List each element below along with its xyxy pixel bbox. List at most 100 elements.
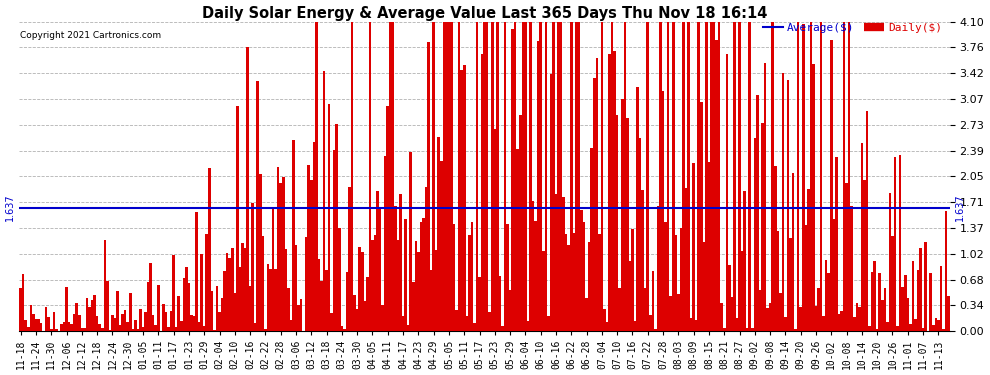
- Bar: [206, 234, 208, 331]
- Bar: [756, 95, 758, 331]
- Bar: [159, 330, 162, 331]
- Bar: [96, 316, 98, 331]
- Bar: [629, 261, 632, 331]
- Bar: [261, 236, 264, 331]
- Bar: [598, 234, 601, 331]
- Bar: [170, 310, 172, 331]
- Bar: [323, 71, 326, 331]
- Bar: [514, 22, 517, 331]
- Bar: [909, 324, 912, 331]
- Bar: [226, 254, 229, 331]
- Bar: [682, 22, 685, 331]
- Bar: [73, 314, 75, 331]
- Bar: [517, 149, 519, 331]
- Bar: [758, 290, 761, 331]
- Bar: [216, 286, 218, 331]
- Bar: [797, 22, 800, 331]
- Bar: [229, 258, 231, 331]
- Bar: [446, 22, 447, 331]
- Bar: [559, 22, 562, 331]
- Bar: [60, 324, 62, 331]
- Bar: [614, 51, 616, 331]
- Bar: [402, 316, 404, 331]
- Bar: [481, 54, 483, 331]
- Bar: [208, 168, 211, 331]
- Bar: [784, 317, 787, 331]
- Bar: [792, 173, 794, 331]
- Bar: [708, 162, 710, 331]
- Bar: [185, 267, 188, 331]
- Bar: [575, 22, 578, 331]
- Bar: [679, 228, 682, 331]
- Bar: [251, 202, 253, 331]
- Bar: [236, 106, 239, 331]
- Bar: [685, 188, 687, 331]
- Bar: [626, 118, 629, 331]
- Bar: [145, 312, 147, 331]
- Bar: [313, 142, 315, 331]
- Bar: [350, 22, 353, 331]
- Bar: [651, 271, 654, 331]
- Bar: [886, 322, 889, 331]
- Bar: [868, 326, 871, 331]
- Bar: [932, 324, 935, 331]
- Bar: [512, 29, 514, 331]
- Bar: [50, 329, 52, 331]
- Bar: [644, 288, 646, 331]
- Bar: [292, 140, 295, 331]
- Bar: [114, 318, 116, 331]
- Bar: [734, 22, 736, 331]
- Bar: [279, 183, 282, 331]
- Bar: [264, 329, 266, 331]
- Bar: [850, 206, 853, 331]
- Bar: [98, 324, 101, 331]
- Bar: [407, 325, 410, 331]
- Bar: [860, 143, 863, 331]
- Bar: [766, 308, 769, 331]
- Bar: [669, 296, 672, 331]
- Bar: [570, 22, 572, 331]
- Bar: [68, 322, 70, 331]
- Bar: [601, 22, 603, 331]
- Bar: [93, 295, 96, 331]
- Bar: [476, 22, 478, 331]
- Bar: [776, 231, 779, 331]
- Bar: [428, 42, 430, 331]
- Bar: [547, 316, 549, 331]
- Bar: [221, 298, 224, 331]
- Bar: [182, 278, 185, 331]
- Bar: [721, 303, 723, 331]
- Bar: [404, 219, 407, 331]
- Bar: [386, 106, 389, 331]
- Bar: [486, 22, 488, 331]
- Bar: [376, 191, 379, 331]
- Bar: [83, 328, 86, 331]
- Bar: [728, 265, 731, 331]
- Bar: [326, 270, 328, 331]
- Bar: [787, 80, 789, 331]
- Bar: [878, 273, 881, 331]
- Bar: [247, 46, 248, 331]
- Bar: [425, 187, 428, 331]
- Bar: [366, 277, 368, 331]
- Bar: [716, 40, 718, 331]
- Bar: [32, 314, 35, 331]
- Bar: [769, 303, 771, 331]
- Bar: [646, 22, 649, 331]
- Bar: [753, 138, 756, 331]
- Bar: [80, 328, 83, 331]
- Bar: [328, 104, 331, 331]
- Bar: [22, 274, 25, 331]
- Bar: [147, 282, 149, 331]
- Bar: [355, 309, 358, 331]
- Bar: [621, 99, 624, 331]
- Bar: [567, 245, 570, 331]
- Bar: [218, 312, 221, 331]
- Bar: [583, 222, 585, 331]
- Bar: [499, 276, 501, 331]
- Bar: [578, 22, 580, 331]
- Bar: [527, 321, 530, 331]
- Bar: [27, 327, 30, 331]
- Bar: [596, 58, 598, 331]
- Bar: [124, 310, 127, 331]
